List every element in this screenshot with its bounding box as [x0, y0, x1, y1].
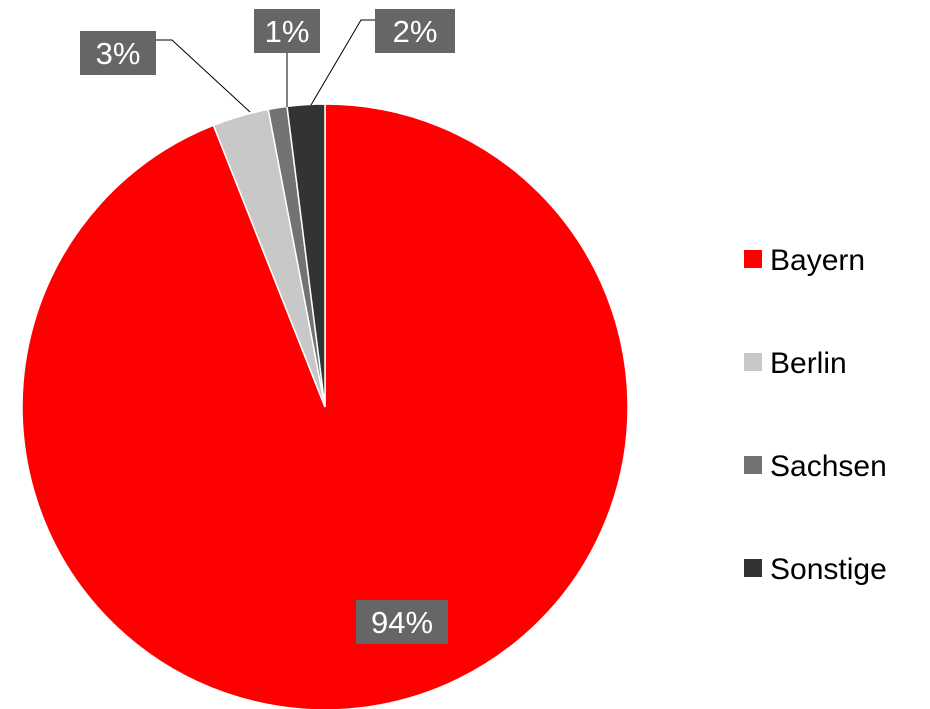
- legend-label: Sachsen: [770, 450, 887, 483]
- data-label-box: [375, 9, 455, 53]
- leader-line-sonstige: [310, 19, 375, 106]
- data-label-value: 94%: [371, 605, 433, 640]
- data-label-box: [80, 31, 156, 75]
- leader-lines: [156, 19, 375, 113]
- legend-item-berlin: Berlin: [744, 347, 847, 380]
- data-label-value: 1%: [265, 14, 310, 49]
- data-label-box: [356, 600, 448, 644]
- legend-swatch: [744, 353, 762, 371]
- legend-swatch: [744, 559, 762, 577]
- data-label-berlin: 3%: [80, 31, 156, 75]
- legend-swatch: [744, 456, 762, 474]
- legend-label: Bayern: [770, 244, 865, 277]
- legend-label: Sonstige: [770, 553, 887, 586]
- legend-label: Berlin: [770, 347, 847, 380]
- data-label-bayern: 94%: [356, 600, 448, 644]
- data-labels: 94% 3% 1% 2%: [80, 9, 455, 644]
- data-label-box: [254, 9, 320, 53]
- pie-slices: [21, 103, 629, 709]
- data-label-value: 2%: [393, 14, 438, 49]
- legend-item-sachsen: Sachsen: [744, 450, 887, 483]
- leader-line-berlin: [156, 39, 251, 113]
- data-label-sonstige: 2%: [375, 9, 455, 53]
- legend-item-sonstige: Sonstige: [744, 553, 887, 586]
- legend-swatch: [744, 250, 762, 268]
- legend: Bayern Berlin Sachsen Sonstige: [744, 244, 887, 586]
- data-label-sachsen: 1%: [254, 9, 320, 53]
- legend-item-bayern: Bayern: [744, 244, 865, 277]
- data-label-value: 3%: [96, 36, 141, 71]
